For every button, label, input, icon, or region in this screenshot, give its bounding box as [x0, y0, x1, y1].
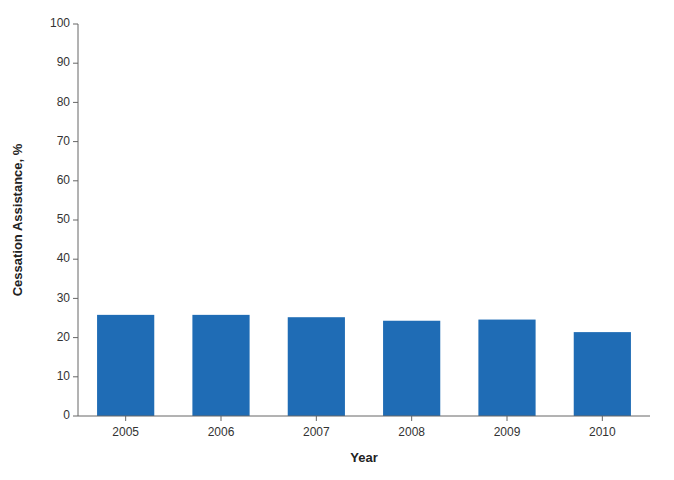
y-tick [73, 416, 78, 417]
y-tick-label: 20 [57, 330, 71, 344]
y-tick [73, 63, 78, 64]
x-tick-label: 2005 [112, 425, 139, 439]
x-tick-label: 2006 [208, 425, 235, 439]
y-tick-label: 40 [57, 251, 71, 265]
x-tick [602, 416, 603, 421]
y-tick [73, 24, 78, 25]
chart-container: 0 10 20 30 40 50 60 70 80 90 100 2005 2006 2007 2008 20… [0, 0, 674, 480]
x-axis-line [78, 416, 650, 417]
y-tick-label: 50 [57, 212, 71, 226]
x-tick-label: 2008 [398, 425, 425, 439]
bar [192, 315, 249, 416]
x-tick [221, 416, 222, 421]
bar [574, 332, 631, 416]
x-tick-label: 2010 [589, 425, 616, 439]
y-tick-label: 100 [50, 16, 70, 30]
bar [288, 317, 345, 416]
y-tick-label: 0 [63, 408, 70, 422]
x-tick [316, 416, 317, 421]
x-tick [125, 416, 126, 421]
bar [478, 320, 535, 416]
y-axis-label: Cessation Assistance, % [10, 143, 25, 296]
y-tick [73, 220, 78, 221]
x-tick [411, 416, 412, 421]
bar [383, 321, 440, 416]
chart-svg: 0 10 20 30 40 50 60 70 80 90 100 2005 2006 2007 2008 20… [0, 0, 674, 480]
y-tick [73, 298, 78, 299]
x-axis-label: Year [350, 450, 377, 465]
x-tick-label: 2009 [494, 425, 521, 439]
y-tick [73, 102, 78, 103]
y-tick [73, 141, 78, 142]
y-tick [73, 180, 78, 181]
y-tick [73, 376, 78, 377]
y-tick [73, 337, 78, 338]
bar [97, 315, 154, 416]
y-tick-label: 70 [57, 134, 71, 148]
y-tick [73, 259, 78, 260]
axes: 0 10 20 30 40 50 60 70 80 90 100 2005 2006 2007 2008 20… [50, 16, 650, 439]
bars [97, 315, 631, 416]
y-tick-label: 90 [57, 55, 71, 69]
y-tick-label: 10 [57, 369, 71, 383]
x-tick-label: 2007 [303, 425, 330, 439]
x-tick [507, 416, 508, 421]
y-tick-label: 80 [57, 95, 71, 109]
y-tick-label: 60 [57, 173, 71, 187]
y-tick-label: 30 [57, 291, 71, 305]
